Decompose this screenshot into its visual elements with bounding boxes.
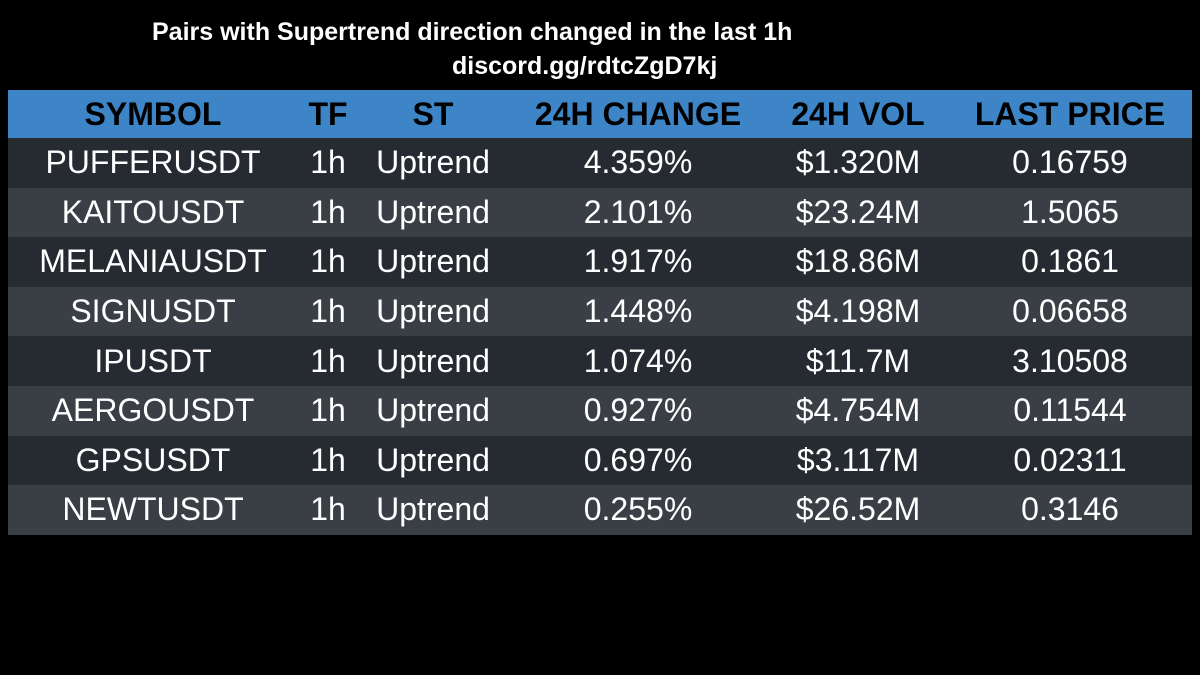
cell: 1.074% bbox=[508, 336, 768, 386]
cell: 0.255% bbox=[508, 485, 768, 535]
cell: $4.198M bbox=[768, 286, 948, 337]
cell: Uptrend bbox=[358, 336, 508, 386]
cell: 4.359% bbox=[508, 138, 768, 188]
cell: Uptrend bbox=[358, 138, 508, 188]
cell: 1.5065 bbox=[948, 187, 1192, 238]
cell: $23.24M bbox=[768, 187, 948, 238]
table-body: PUFFERUSDT 1h Uptrend 4.359% $1.320M 0.16759 K… bbox=[8, 138, 1192, 535]
cell: $18.86M bbox=[768, 237, 948, 287]
cell: Uptrend bbox=[358, 237, 508, 287]
column-header: LAST PRICE bbox=[948, 90, 1192, 138]
cell: 1h bbox=[298, 187, 358, 238]
cell: Uptrend bbox=[358, 435, 508, 486]
cell: 0.3146 bbox=[948, 485, 1192, 535]
cell: IPUSDT bbox=[8, 336, 298, 386]
cell: $26.52M bbox=[768, 485, 948, 535]
cell: NEWTUSDT bbox=[8, 485, 298, 535]
cell: KAITOUSDT bbox=[8, 187, 298, 238]
cell: 1h bbox=[298, 336, 358, 386]
cell: 0.1861 bbox=[948, 237, 1192, 287]
column-header: TF bbox=[298, 90, 358, 138]
cell: $3.117M bbox=[768, 435, 948, 486]
cell: AERGOUSDT bbox=[8, 385, 298, 436]
row: PUFFERUSDT 1h Uptrend 4.359% $1.320M 0.16759 bbox=[8, 138, 1192, 188]
cell: 1.917% bbox=[508, 237, 768, 287]
cell: Uptrend bbox=[358, 485, 508, 535]
column-header: 24H CHANGE bbox=[508, 90, 768, 138]
cell: Uptrend bbox=[358, 385, 508, 436]
row: KAITOUSDT 1h Uptrend 2.101% $23.24M 1.5065 bbox=[8, 187, 1192, 238]
column-header: ST bbox=[358, 90, 508, 138]
row: AERGOUSDT 1h Uptrend 0.927% $4.754M 0.11544 bbox=[8, 385, 1192, 436]
cell: SIGNUSDT bbox=[8, 286, 298, 337]
cell: 1h bbox=[298, 138, 358, 188]
cell: 0.16759 bbox=[948, 138, 1192, 188]
header-row: SYMBOL TF ST 24H CHANGE 24H VOL LAST PRICE bbox=[8, 90, 1192, 138]
cell: $4.754M bbox=[768, 385, 948, 436]
cell: 0.11544 bbox=[948, 385, 1192, 436]
row: MELANIAUSDT 1h Uptrend 1.917% $18.86M 0.1861 bbox=[8, 237, 1192, 287]
cell: 1h bbox=[298, 286, 358, 337]
subtitle: discord.gg/rdtcZgD7kj bbox=[452, 52, 718, 80]
title: Pairs with Supertrend direction changed … bbox=[152, 18, 793, 46]
cell: 1h bbox=[298, 485, 358, 535]
cell: 3.10508 bbox=[948, 336, 1192, 386]
row: NEWTUSDT 1h Uptrend 0.255% $26.52M 0.3146 bbox=[8, 485, 1192, 535]
cell: 1h bbox=[298, 385, 358, 436]
cell: 0.02311 bbox=[948, 435, 1192, 486]
cell: 0.927% bbox=[508, 385, 768, 436]
cell: MELANIAUSDT bbox=[8, 237, 298, 287]
cell: 1.448% bbox=[508, 286, 768, 337]
column-header: SYMBOL bbox=[8, 90, 298, 138]
row: SIGNUSDT 1h Uptrend 1.448% $4.198M 0.06658 bbox=[8, 286, 1192, 337]
cell: 1h bbox=[298, 435, 358, 486]
cell: $11.7M bbox=[768, 336, 948, 386]
cell: Uptrend bbox=[358, 286, 508, 337]
table: SYMBOL TF ST 24H CHANGE 24H VOL LAST PRICE PU… bbox=[8, 90, 1192, 535]
row: IPUSDT 1h Uptrend 1.074% $11.7M 3.10508 bbox=[8, 336, 1192, 386]
cell: 0.697% bbox=[508, 435, 768, 486]
row: GPSUSDT 1h Uptrend 0.697% $3.117M 0.02311 bbox=[8, 435, 1192, 486]
cell: $1.320M bbox=[768, 138, 948, 188]
cell: 1h bbox=[298, 237, 358, 287]
cell: Uptrend bbox=[358, 187, 508, 238]
column-header: 24H VOL bbox=[768, 90, 948, 138]
cell: GPSUSDT bbox=[8, 435, 298, 486]
cell: 0.06658 bbox=[948, 286, 1192, 337]
cell: 2.101% bbox=[508, 187, 768, 238]
cell: PUFFERUSDT bbox=[8, 138, 298, 188]
